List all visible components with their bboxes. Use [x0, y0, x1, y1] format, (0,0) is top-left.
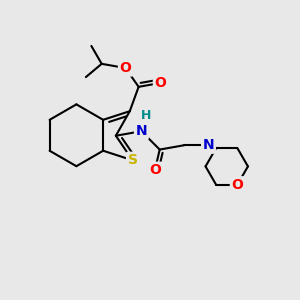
- Text: H: H: [140, 109, 151, 122]
- Text: S: S: [128, 153, 138, 167]
- Text: N: N: [136, 124, 147, 138]
- Text: N: N: [203, 138, 214, 152]
- Text: O: O: [231, 178, 243, 192]
- Text: O: O: [149, 163, 161, 177]
- Text: O: O: [119, 61, 131, 75]
- Text: O: O: [154, 76, 166, 90]
